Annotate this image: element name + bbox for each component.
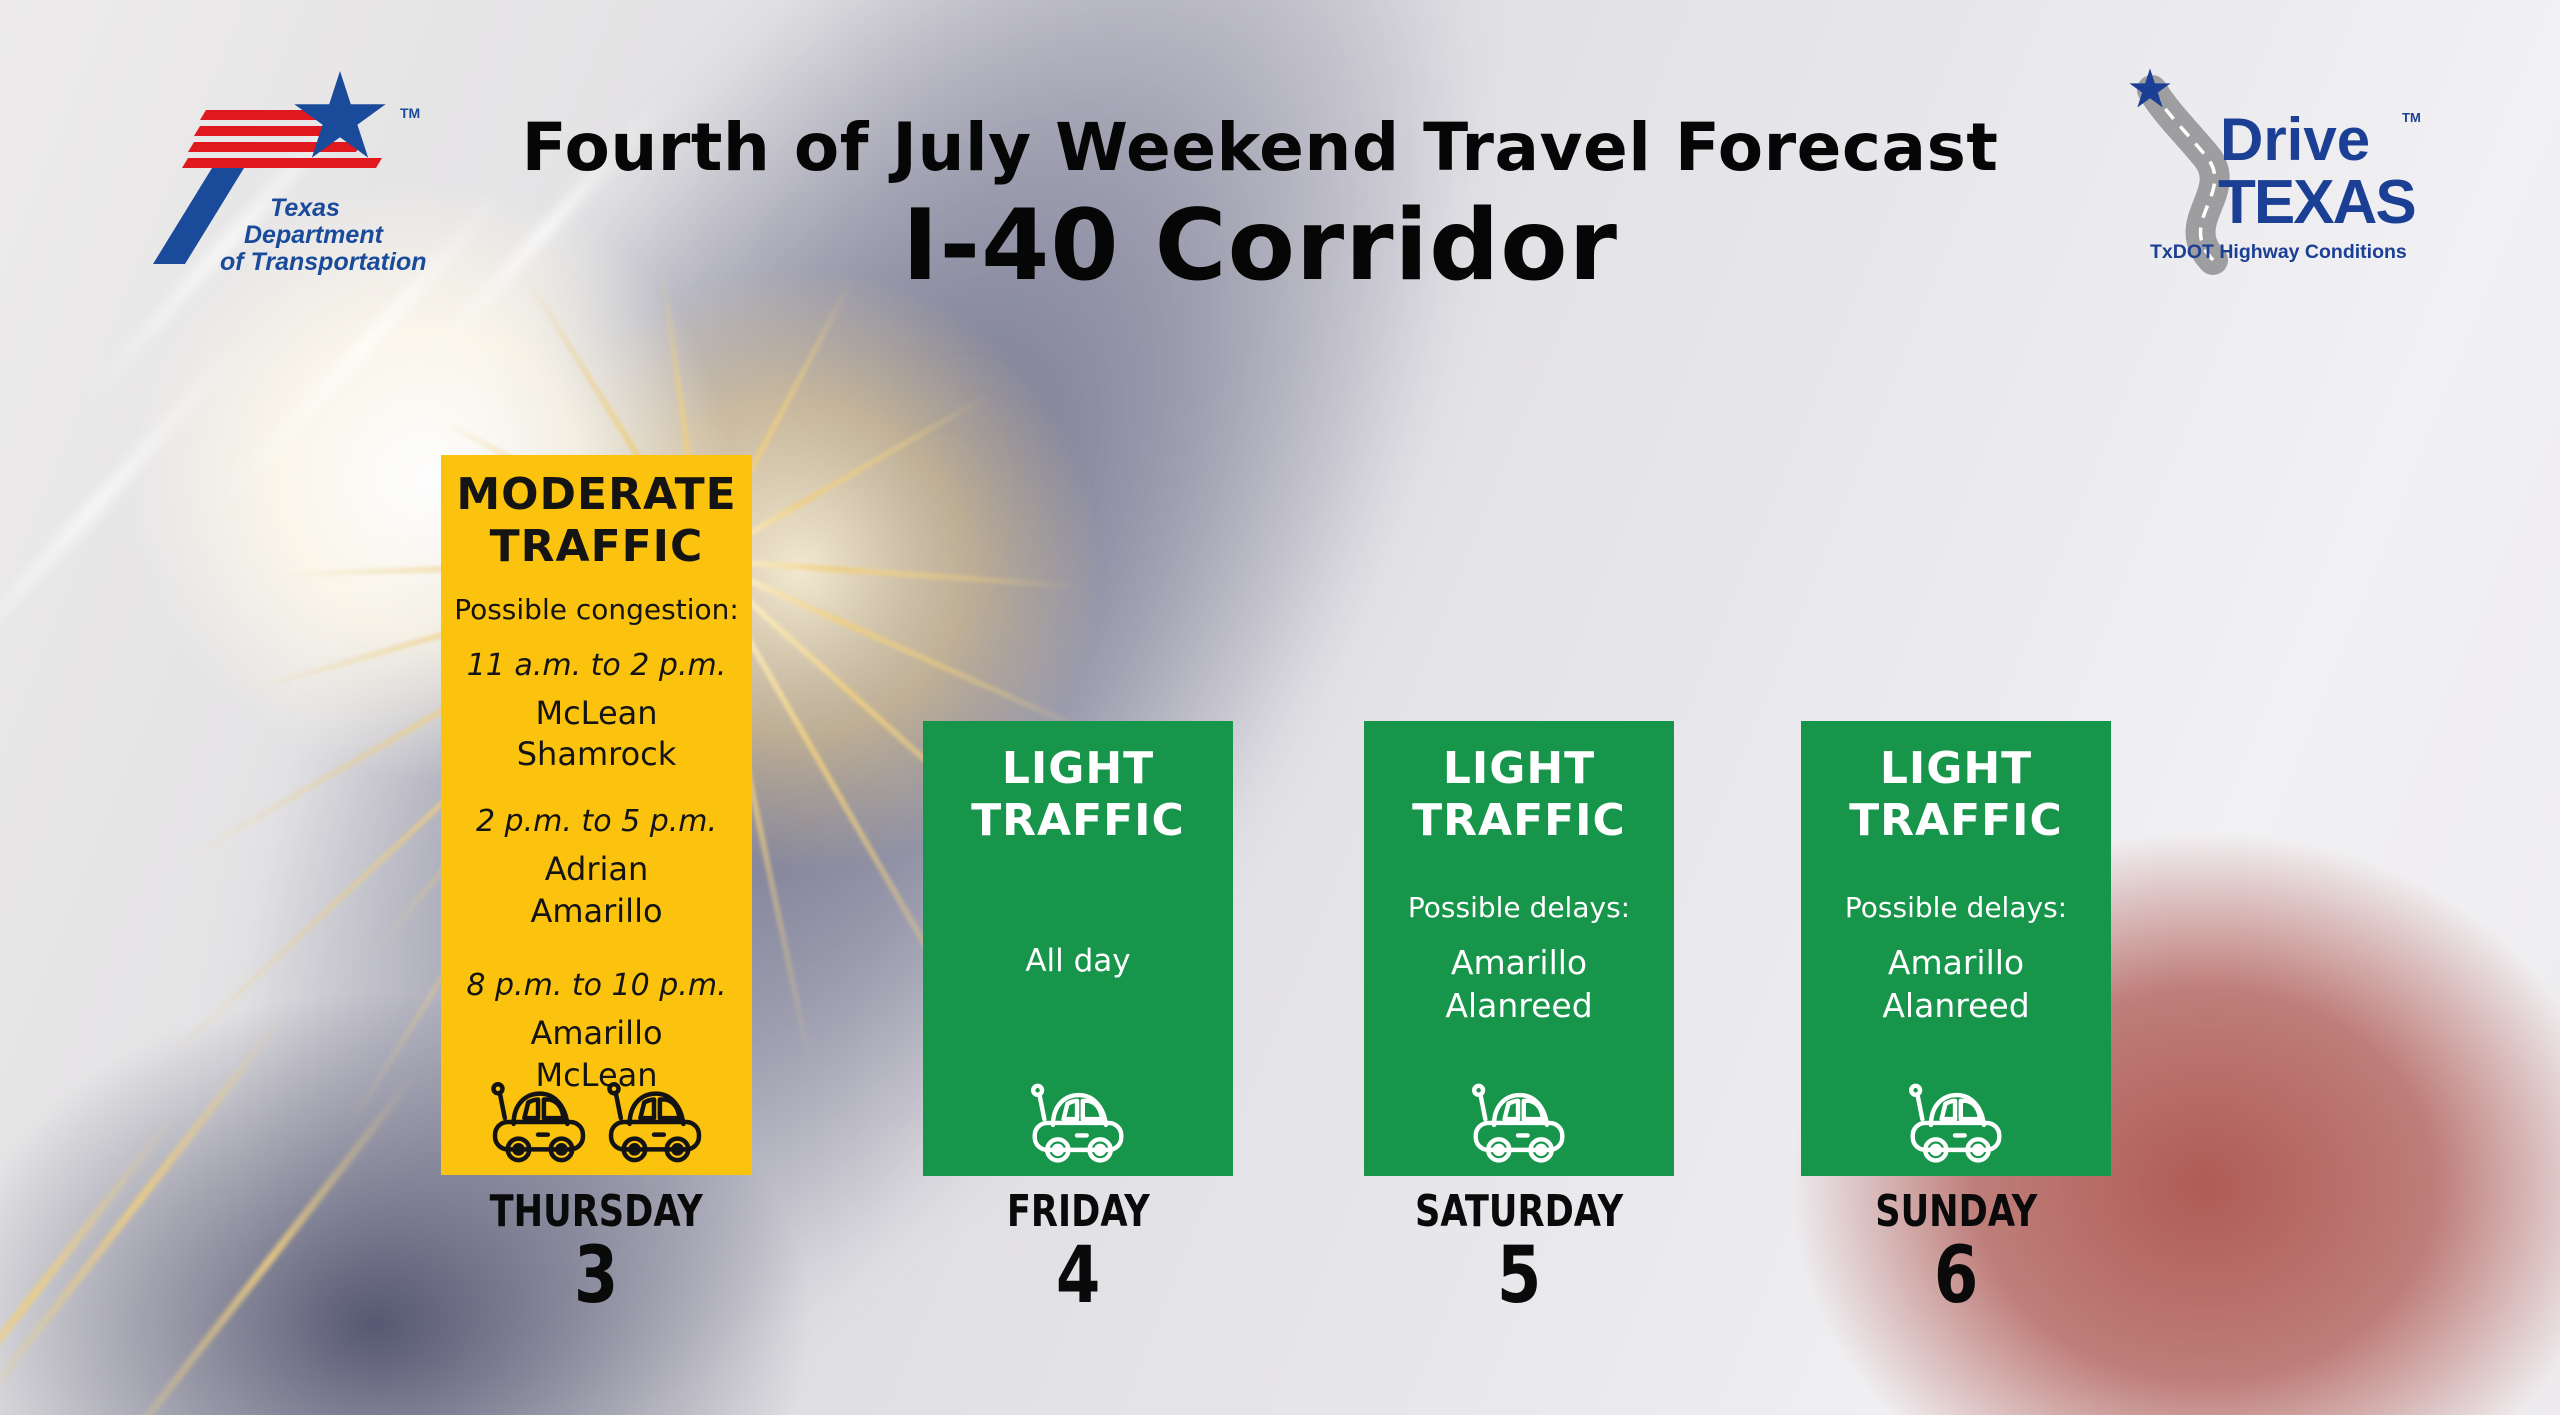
period-locations: Amarillo Alanreed [1801,942,2111,1028]
period-time: 2 p.m. to 5 p.m. [475,804,718,839]
traffic-level-line2: TRAFFIC [1849,794,2063,846]
day-number: 3 [574,1231,619,1321]
page-title: Fourth of July Weekend Travel Forecast [521,109,1999,186]
traffic-level-line1: LIGHT [1001,743,1155,794]
traffic-level: LIGHT TRAFFIC [1364,721,1674,847]
traffic-level: MODERATE TRAFFIC [441,455,752,573]
txdot-slash [153,168,244,264]
txdot-wordmark-line2: Department [244,221,385,249]
period-locations: McLean Shamrock [441,693,752,776]
day-label-sunday: SUNDAY 6 [1801,1186,2111,1321]
location: Alanreed [1445,985,1593,1025]
location: McLean [535,693,658,732]
delays-note: Possible delays: [1407,890,1631,924]
traffic-volume-icons [1801,1080,2111,1164]
day-name: SUNDAY [1875,1186,2037,1237]
location: Alanreed [1882,985,2030,1025]
forecast-card-friday: LIGHT TRAFFIC All day [923,721,1233,1176]
location: Shamrock [516,735,677,774]
forecast-card-sunday: LIGHT TRAFFIC Possible delays: Amarillo … [1801,721,2111,1176]
winding-road-icon [2137,75,2230,275]
traffic-volume-icons [441,1079,752,1163]
traffic-volume-icons [1364,1080,1674,1164]
drivetexas-drive-text: Drive [2220,106,2370,173]
drivetexas-texas-text: TEXAS [2218,168,2415,237]
period-locations: Amarillo Alanreed [1364,942,1674,1028]
location: Adrian [544,850,649,888]
forecast-card-saturday: LIGHT TRAFFIC Possible delays: Amarillo … [1364,721,1674,1176]
forecast-card-thursday: MODERATE TRAFFIC Possible congestion: 11… [441,455,752,1175]
drivetexas-logo: Drive TM TEXAS TxDOT Highway Conditions [2129,68,2421,275]
location: Amarillo [530,1014,663,1053]
traffic-volume-icons [923,1080,1233,1164]
traffic-level-line1: LIGHT [1442,743,1596,794]
txdot-wordmark-line3: of Transportation [220,248,426,276]
header: Fourth of July Weekend Travel Forecast I… [480,109,2040,303]
day-number: 6 [1933,1231,1979,1321]
traffic-level-line1: MODERATE [456,469,737,520]
txdot-logo: TM Texas Department of Transportation [153,71,426,276]
traffic-level-line1: LIGHT [1879,743,2033,794]
period-locations: Adrian Amarillo [441,849,752,932]
txdot-trademark: TM [400,105,420,121]
txdot-wordmark-line1: Texas [270,194,340,222]
day-name: SATURDAY [1414,1186,1624,1237]
toy-car-icon [1028,1080,1128,1164]
forecast-detail: All day [1025,942,1131,979]
location: Amarillo [530,891,663,930]
traffic-level-line2: TRAFFIC [971,794,1185,846]
day-name: FRIDAY [1006,1186,1150,1237]
day-name: THURSDAY [489,1186,704,1237]
traffic-level-line2: TRAFFIC [489,520,704,572]
location: Amarillo [1887,942,2025,982]
toy-car-icon [488,1079,590,1163]
day-number: 5 [1496,1231,1542,1321]
road-centerline [2150,89,2217,262]
txdot-star-icon [294,71,386,158]
traffic-level: LIGHT TRAFFIC [1801,721,2111,847]
day-label-saturday: SATURDAY 5 [1364,1186,1674,1321]
day-label-friday: FRIDAY 4 [923,1186,1233,1321]
period-time: 11 a.m. to 2 p.m. [466,647,727,683]
traffic-level-line2: TRAFFIC [1412,794,1626,846]
day-number: 4 [1055,1231,1101,1321]
location: Amarillo [1450,942,1588,982]
drivetexas-tagline: TxDOT Highway Conditions [2150,241,2407,263]
day-label-thursday: THURSDAY 3 [441,1186,752,1321]
drivetexas-trademark: TM [2402,110,2421,125]
drivetexas-star-icon [2129,68,2171,108]
traffic-level: LIGHT TRAFFIC [923,721,1233,847]
toy-car-icon [1469,1080,1569,1164]
toy-car-icon [604,1079,706,1163]
period-time: 8 p.m. to 10 p.m. [466,968,727,1004]
location: McLean [535,1055,658,1094]
congestion-note: Possible congestion: [454,592,739,626]
toy-car-icon [1906,1080,2006,1164]
period-locations: Amarillo McLean [441,1013,752,1096]
page-subtitle: I-40 Corridor [902,188,1618,303]
delays-note: Possible delays: [1844,890,2068,924]
